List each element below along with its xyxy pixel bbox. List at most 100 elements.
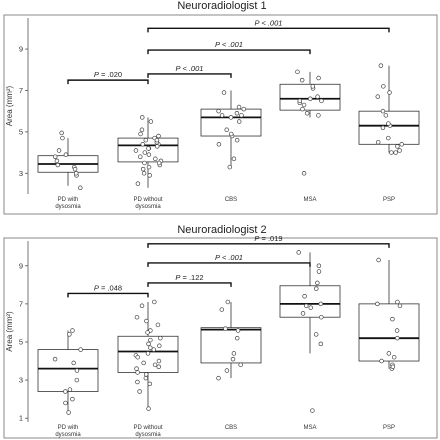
panel-frame — [3, 14, 438, 215]
data-point — [140, 115, 145, 120]
p-symbol: P — [94, 70, 99, 79]
data-point — [135, 370, 140, 375]
p-symbol: P — [215, 253, 220, 262]
comparison-bracket — [147, 282, 232, 287]
data-point — [234, 335, 240, 341]
data-point — [224, 368, 230, 373]
data-point — [225, 299, 231, 305]
data-point — [219, 307, 225, 312]
data-point — [316, 269, 322, 274]
data-point — [148, 345, 153, 350]
data-point — [142, 150, 148, 155]
data-point — [397, 303, 403, 309]
p-value-label: P = .122 — [175, 273, 203, 282]
data-point — [296, 250, 301, 255]
x-category-label: PSP — [383, 425, 395, 431]
p-symbol: P — [215, 40, 220, 49]
data-point — [302, 294, 307, 299]
data-point — [146, 406, 151, 411]
data-point — [134, 314, 140, 320]
data-point — [238, 362, 243, 368]
data-point — [71, 360, 76, 366]
data-point — [143, 372, 149, 377]
p-value-label: P < .001 — [215, 253, 243, 262]
data-point — [230, 356, 236, 362]
data-point — [318, 301, 324, 307]
data-point — [224, 127, 229, 133]
data-point — [297, 98, 303, 104]
data-point — [376, 257, 381, 263]
data-point — [140, 166, 146, 172]
data-point — [147, 173, 152, 178]
data-point — [219, 113, 225, 118]
x-category-label: PD with — [58, 425, 79, 431]
x-category-label: PD without — [133, 197, 162, 203]
data-point — [395, 299, 400, 305]
data-point — [221, 90, 227, 95]
data-point — [390, 364, 396, 369]
data-point — [319, 98, 324, 104]
data-point — [133, 148, 139, 153]
data-point — [59, 130, 64, 136]
data-point — [308, 96, 313, 102]
data-point — [387, 90, 392, 95]
data-point — [52, 356, 58, 362]
data-point — [397, 148, 402, 153]
data-point — [156, 160, 162, 166]
p-value-label: P = .048 — [94, 283, 122, 292]
data-point — [234, 110, 240, 116]
box-iqr — [37, 349, 99, 392]
data-point — [241, 106, 247, 112]
data-point — [223, 326, 228, 331]
p-value-label: P < .001 — [176, 64, 204, 73]
data-point — [156, 133, 161, 139]
data-point — [140, 142, 145, 147]
y-axis-label: Area (mm²) — [5, 85, 14, 126]
data-point — [72, 166, 78, 172]
data-point — [386, 121, 391, 126]
data-point — [389, 150, 394, 155]
data-point — [155, 322, 161, 328]
data-point — [154, 137, 160, 143]
data-point — [135, 181, 141, 186]
data-point — [70, 328, 75, 333]
p-symbol: P — [254, 234, 259, 243]
data-point — [227, 164, 233, 170]
p-value-label: P = .020 — [94, 70, 122, 79]
data-point — [146, 341, 151, 347]
p-value-text: < .001 — [259, 18, 282, 27]
data-point — [391, 354, 397, 360]
x-category-label: dysosmia — [55, 432, 81, 438]
data-point — [73, 171, 79, 176]
p-symbol: P — [176, 64, 181, 73]
data-point — [378, 63, 384, 68]
data-point — [135, 379, 140, 385]
data-point — [295, 69, 300, 75]
data-point — [239, 113, 244, 118]
data-point — [301, 102, 307, 108]
data-point — [393, 150, 398, 155]
data-point — [154, 144, 160, 149]
box-iqr — [279, 285, 341, 318]
data-point — [60, 135, 65, 141]
data-point — [234, 137, 240, 143]
data-point — [78, 185, 83, 191]
p-value-text: = .020 — [99, 70, 122, 79]
data-point — [383, 113, 389, 118]
p-value-text: < .001 — [180, 64, 203, 73]
data-point — [235, 328, 241, 333]
data-point — [236, 104, 242, 110]
comparison-bracket — [67, 79, 149, 85]
data-point — [381, 84, 386, 89]
y-tick-label: 7 — [19, 299, 23, 308]
data-point — [141, 360, 146, 366]
p-symbol: P — [255, 18, 260, 27]
panel-neuroradiologist-2: Neuroradiologist 2 1 3 5 7 9 Area (mm²) PD with… — [3, 224, 438, 439]
data-point — [228, 131, 234, 137]
y-tick-label: 3 — [19, 376, 23, 385]
x-category-label: CBS — [225, 197, 237, 203]
comparison-bracket — [147, 49, 311, 55]
data-point — [138, 131, 143, 137]
data-point — [156, 364, 162, 369]
data-point — [63, 152, 69, 157]
